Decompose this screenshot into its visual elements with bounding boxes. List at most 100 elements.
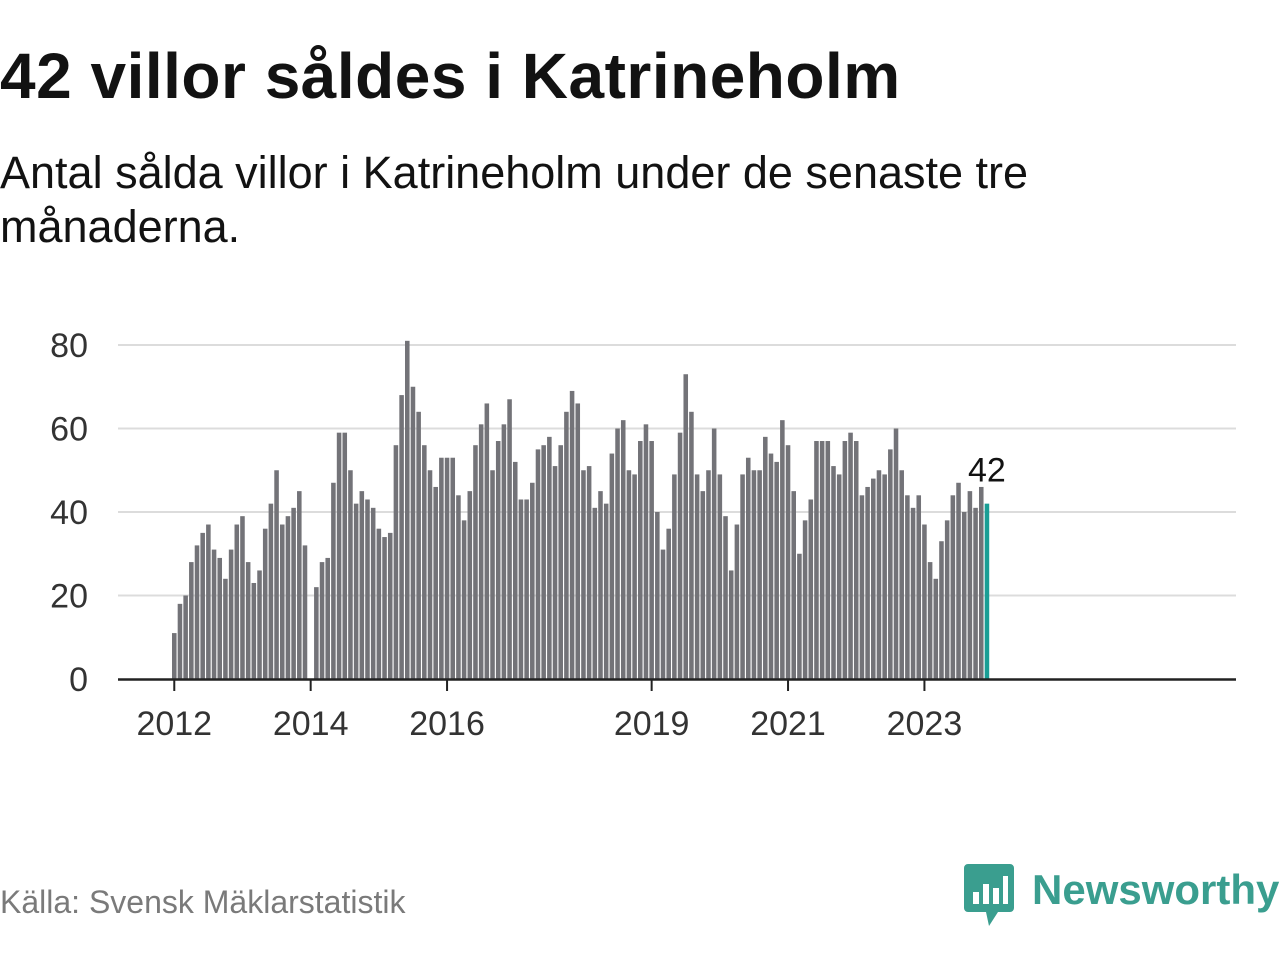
- bar: [512, 461, 518, 679]
- bar: [325, 557, 330, 679]
- x-tick-label: 2019: [614, 705, 690, 743]
- bar: [626, 470, 632, 679]
- bar: [615, 428, 620, 679]
- bar: [473, 445, 478, 679]
- bar: [791, 491, 796, 680]
- x-tick-label: 2016: [409, 705, 485, 743]
- bar: [564, 411, 569, 679]
- bar: [643, 424, 649, 679]
- bar: [910, 507, 916, 679]
- x-tick-label: 2014: [273, 705, 349, 743]
- bar: [689, 411, 694, 679]
- bar: [825, 441, 831, 679]
- bar: [183, 595, 188, 679]
- bar: [973, 507, 978, 679]
- bar: [956, 482, 961, 679]
- bar: [336, 432, 342, 679]
- x-axis: 2012 2014 2016 2019 2021 2023: [118, 678, 1236, 743]
- x-tick-label: 2012: [136, 705, 212, 743]
- bar: [944, 520, 950, 679]
- bar: [206, 524, 211, 679]
- chart-subtitle: Antal sålda villor i Katrineholm under d…: [0, 147, 1029, 252]
- bar: [410, 386, 416, 679]
- bar: [268, 503, 274, 679]
- bar: [177, 603, 183, 679]
- bar: [387, 532, 393, 680]
- bar: [359, 491, 365, 680]
- bar: [802, 520, 808, 679]
- bar: [683, 374, 689, 679]
- bar: [876, 470, 882, 679]
- bar: [859, 495, 865, 679]
- bar: [382, 537, 387, 679]
- bar: [240, 516, 245, 679]
- x-tick-label: 2021: [750, 705, 826, 743]
- bar: [456, 495, 461, 679]
- bar-latest: [984, 503, 990, 679]
- bar: [223, 578, 228, 679]
- bar: [899, 470, 904, 679]
- bar: [370, 507, 376, 679]
- bar: [444, 457, 450, 679]
- bar: [939, 541, 944, 679]
- bar: [711, 428, 717, 679]
- bar: [433, 486, 438, 679]
- bar: [586, 466, 592, 679]
- bar: [524, 499, 529, 679]
- bar: [467, 491, 473, 680]
- bar: [967, 491, 973, 680]
- bar: [785, 445, 791, 679]
- bar: [262, 528, 268, 679]
- bar: [217, 557, 223, 679]
- bar: [581, 470, 586, 679]
- bar: [603, 503, 609, 679]
- bar: [808, 499, 814, 679]
- bar: [450, 457, 456, 679]
- bar: [728, 570, 734, 679]
- bar: [950, 495, 956, 679]
- bar-chart: 0 20 40 60 80 2012 2014 2016 2019 2021 2023 42: [50, 327, 1236, 743]
- bar: [819, 441, 825, 679]
- bar: [745, 457, 751, 679]
- bar: [853, 441, 859, 679]
- bar: [365, 499, 370, 679]
- bar: [291, 507, 296, 679]
- bar: [279, 524, 285, 679]
- bar: [961, 512, 967, 679]
- x-tick-label: 2023: [887, 705, 963, 743]
- bar: [723, 516, 728, 679]
- bar: [228, 549, 234, 679]
- bar: [700, 491, 706, 680]
- bar: [598, 491, 603, 680]
- bar: [297, 491, 302, 680]
- bar: [717, 474, 723, 679]
- brand[interactable]: Newsworthy: [964, 864, 1279, 926]
- bar: [649, 441, 654, 679]
- bar-chart-speech-bubble-icon: [964, 864, 1014, 926]
- bar: [234, 524, 240, 679]
- bar: [211, 549, 217, 679]
- bar: [302, 545, 308, 679]
- bar: [842, 441, 848, 679]
- bar: [172, 633, 177, 679]
- bar: [916, 495, 922, 679]
- brand-name: Newsworthy: [1032, 866, 1280, 913]
- bar: [507, 399, 512, 679]
- bar: [888, 449, 893, 680]
- bar: [314, 587, 319, 679]
- bar: [575, 403, 581, 679]
- bar: [422, 445, 427, 679]
- bar: [547, 436, 552, 679]
- bar: [768, 453, 774, 679]
- bar: [797, 553, 802, 679]
- bar: [416, 411, 421, 679]
- bar: [376, 528, 382, 679]
- bar: [405, 340, 410, 679]
- bar: [638, 441, 643, 679]
- bar: [666, 528, 671, 679]
- y-tick-label: 60: [50, 411, 88, 449]
- bar: [484, 403, 490, 679]
- bar: [552, 466, 558, 679]
- bar: [251, 582, 257, 679]
- bar: [478, 424, 484, 679]
